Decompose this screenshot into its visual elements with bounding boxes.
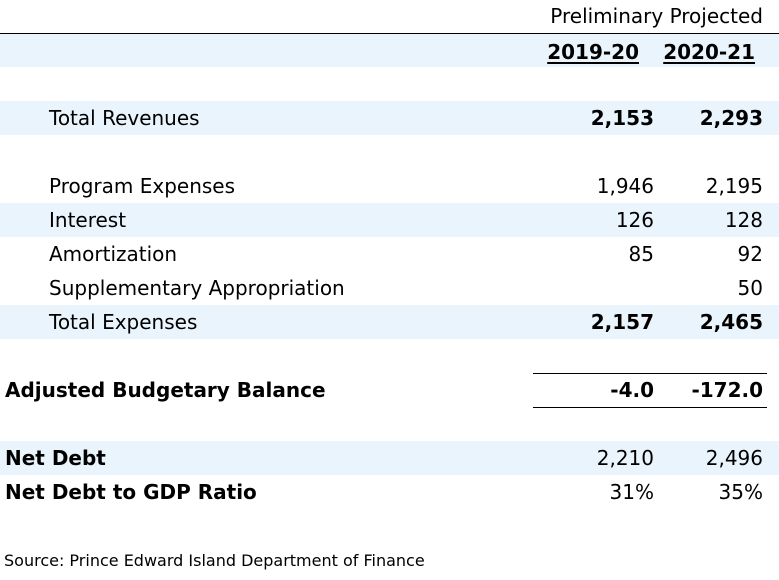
table-row-interest: Interest 126 128 xyxy=(0,203,779,237)
table-row-supplementary-appropriation: Supplementary Appropriation 50 xyxy=(0,271,779,305)
table-row-amortization: Amortization 85 92 xyxy=(0,237,779,271)
row-label: Supplementary Appropriation xyxy=(49,276,345,300)
header-divider xyxy=(0,33,779,34)
table-row-total-expenses: Total Expenses 2,157 2,465 xyxy=(0,305,779,339)
row-label: Net Debt xyxy=(5,446,106,470)
row-band xyxy=(0,101,779,135)
row-label: Total Revenues xyxy=(49,106,200,130)
value-2019-20: 31% xyxy=(609,480,654,504)
column-group-label: Preliminary Projected xyxy=(550,4,763,28)
row-band xyxy=(0,441,779,475)
value-2020-21: -172.0 xyxy=(691,378,763,402)
column-group-header: Preliminary Projected xyxy=(0,0,779,33)
year-header-band xyxy=(0,34,779,67)
row-label: Adjusted Budgetary Balance xyxy=(5,378,326,402)
table-row-adjusted-budgetary-balance: Adjusted Budgetary Balance -4.0 -172.0 xyxy=(0,373,779,407)
table-row-program-expenses: Program Expenses 1,946 2,195 xyxy=(0,169,779,203)
balance-bottom-rule xyxy=(533,407,767,408)
balance-top-rule xyxy=(533,373,767,374)
value-2020-21: 2,195 xyxy=(705,174,763,198)
table-row-net-debt-to-gdp: Net Debt to GDP Ratio 31% 35% xyxy=(0,475,779,509)
table-row-net-debt: Net Debt 2,210 2,496 xyxy=(0,441,779,475)
value-2019-20: 2,210 xyxy=(596,446,654,470)
value-2019-20: 85 xyxy=(628,242,654,266)
value-2019-20: -4.0 xyxy=(610,378,654,402)
row-band xyxy=(0,305,779,339)
row-label: Net Debt to GDP Ratio xyxy=(5,480,257,504)
value-2019-20: 2,153 xyxy=(590,106,654,130)
value-2020-21: 50 xyxy=(737,276,763,300)
value-2020-21: 35% xyxy=(718,480,763,504)
value-2020-21: 2,465 xyxy=(699,310,763,334)
row-label: Total Expenses xyxy=(49,310,198,334)
value-2020-21: 128 xyxy=(724,208,763,232)
row-label: Amortization xyxy=(49,242,178,266)
row-label: Interest xyxy=(49,208,127,232)
row-label: Program Expenses xyxy=(49,174,236,198)
value-2020-21: 2,293 xyxy=(699,106,763,130)
year-header-2019-20: 2019-20 xyxy=(547,40,639,64)
value-2019-20: 126 xyxy=(615,208,654,232)
table-row-total-revenues: Total Revenues 2,153 2,293 xyxy=(0,101,779,135)
year-header-2020-21: 2020-21 xyxy=(663,40,755,64)
value-2020-21: 92 xyxy=(737,242,763,266)
source-note: Source: Prince Edward Island Department … xyxy=(4,551,425,570)
row-band xyxy=(0,203,779,237)
value-2020-21: 2,496 xyxy=(705,446,763,470)
value-2019-20: 1,946 xyxy=(596,174,654,198)
value-2019-20: 2,157 xyxy=(590,310,654,334)
